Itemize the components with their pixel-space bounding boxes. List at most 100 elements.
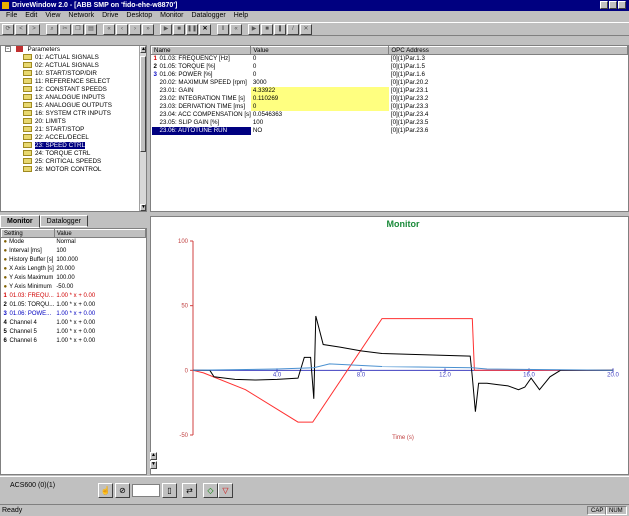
find-icon[interactable]: ⌕ (46, 23, 58, 35)
tree-item[interactable]: 01: ACTUAL SIGNALS (1, 54, 146, 62)
setting-value[interactable]: 100 (56, 248, 67, 254)
setting-value[interactable]: 20.000 (56, 266, 75, 272)
reset-icon[interactable]: ⊘ (115, 483, 130, 498)
delete-icon[interactable]: ✕ (199, 23, 211, 35)
rewind-icon[interactable]: « (103, 23, 115, 35)
minimize-button[interactable] (600, 1, 608, 9)
tree-item[interactable]: 12: CONSTANT SPEEDS (1, 86, 146, 94)
back-icon[interactable]: < (15, 23, 27, 35)
tree-item[interactable]: 11: REFERENCE SELECT (1, 78, 146, 86)
monitor-row[interactable]: ● Mode Normal (2, 238, 146, 247)
menu-datalogger[interactable]: Datalogger (191, 12, 226, 19)
pause2-icon[interactable]: ❚ (274, 23, 286, 35)
param-row[interactable]: 20.02: MAXIMUM SPEED [rpm] 3000 [0](1)Par.… (152, 79, 628, 87)
menu-drive[interactable]: Drive (102, 12, 119, 19)
setting-value[interactable]: -50.00 (56, 284, 74, 290)
tree-item[interactable]: 20: LIMITS (1, 118, 146, 126)
monitor-row[interactable]: 5 Channel 5 1.00 * x + 0.00 (2, 328, 146, 337)
start-icon[interactable]: ▶ (160, 23, 172, 35)
monitor-row[interactable]: 2 01.05: TORQU... 1.00 * x + 0.00 (2, 301, 146, 310)
collapse-icon[interactable]: − (5, 46, 11, 53)
param-value[interactable]: NO (252, 127, 263, 134)
setting-value[interactable]: 1.00 * x + 0.00 (56, 293, 96, 299)
param-row[interactable]: 2 01.05: TORQUE [%] 0 [0](1)Par.1.5 (152, 63, 628, 71)
cut-icon[interactable]: ✂ (59, 23, 71, 35)
setting-value[interactable]: 1.00 * x + 0.00 (56, 311, 96, 317)
toggle-icon[interactable]: ‖ (217, 23, 229, 35)
edit-icon[interactable]: / (287, 23, 299, 35)
pause-icon[interactable]: ❚❚ (186, 23, 198, 35)
tree-item[interactable]: 15: ANALOGUE OUTPUTS (1, 102, 146, 110)
tree-item[interactable]: 24: TORQUE CTRL (1, 150, 146, 158)
clear-icon[interactable]: ✕ (300, 23, 312, 35)
param-row[interactable]: 23.01: GAIN 4.33922 [0](1)Par.23.1 (152, 86, 628, 95)
tree-item[interactable]: 13: ANALOGUE INPUTS (1, 94, 146, 102)
menu-edit[interactable]: Edit (25, 12, 38, 19)
chart-scroll-down-icon[interactable]: ▼ (150, 461, 157, 469)
setting-value[interactable]: 1.00 * x + 0.00 (56, 302, 96, 308)
maximize-button[interactable] (609, 1, 617, 9)
scroll-down-icon[interactable]: ▼ (140, 204, 146, 211)
param-value[interactable]: 0.0546363 (252, 111, 283, 118)
col-opc[interactable]: OPC Address (388, 46, 628, 55)
setting-value[interactable]: 1.00 * x + 0.00 (56, 338, 96, 344)
setting-value[interactable]: 100.00 (56, 275, 75, 281)
param-row[interactable]: 23.02: INTEGRATION TIME [s] 0.110269 [0](1… (152, 94, 628, 103)
param-value[interactable]: 3000 (252, 79, 267, 86)
tree-item[interactable]: 21: START/STOP (1, 126, 146, 134)
param-row[interactable]: 1 01.03: FREQUENCY [Hz] 0 [0](1)Par.1.3 (152, 55, 628, 63)
ff-icon[interactable]: » (142, 23, 154, 35)
setting-value[interactable]: Normal (56, 239, 76, 246)
param-value[interactable]: 0 (250, 102, 389, 111)
col-name[interactable]: Name (151, 46, 252, 55)
scroll-up-icon[interactable]: ▲ (140, 46, 146, 53)
param-value[interactable]: 0 (252, 63, 257, 70)
setting-value[interactable]: 100.000 (56, 257, 79, 263)
param-value[interactable]: 100 (252, 119, 264, 126)
tab-datalogger[interactable]: Datalogger (39, 215, 88, 227)
forward-direction-icon[interactable]: ⇄ (182, 483, 197, 498)
monitor-chart[interactable]: Monitor 100 50 0 -50 4.0 8.0 12.0 16.0 20.0 Time (… (150, 216, 629, 475)
next-icon[interactable]: › (129, 23, 141, 35)
forward-icon[interactable]: > (28, 23, 40, 35)
monitor-row[interactable]: ● Y Axis Minimum -50.00 (2, 283, 146, 292)
param-value[interactable]: 0 (252, 71, 257, 78)
set-reference-icon[interactable]: ▯ (162, 483, 177, 498)
rewind2-icon[interactable]: « (230, 23, 242, 35)
monitor-row[interactable]: ● Interval [ms] 100 (2, 247, 146, 256)
menu-desktop[interactable]: Desktop (126, 12, 153, 19)
monitor-row[interactable]: ● Y Axis Maximum 100.00 (2, 274, 146, 283)
play2-icon[interactable]: ▶ (248, 23, 260, 35)
tree-item[interactable]: 26: MOTOR CONTROL (1, 166, 146, 174)
monitor-row[interactable]: 6 Channel 6 1.00 * x + 0.00 (2, 337, 146, 346)
col-setting-value[interactable]: Value (53, 229, 146, 238)
param-row[interactable]: 23.06: AUTOTUNE RUN NO [0](1)Par.23.6 (151, 126, 628, 135)
prev-icon[interactable]: ‹ (116, 23, 128, 35)
tree-item[interactable]: 25: CRITICAL SPEEDS (1, 158, 146, 166)
col-value[interactable]: Value (250, 46, 390, 55)
menu-file[interactable]: File (6, 12, 18, 19)
param-value[interactable]: 0 (252, 55, 257, 63)
close-button[interactable] (618, 1, 626, 9)
menu-network[interactable]: Network (68, 12, 95, 19)
print-icon[interactable]: ▤ (85, 23, 97, 35)
setting-value[interactable]: 1.00 * x + 0.00 (56, 320, 96, 326)
param-value[interactable]: 0.110269 (250, 94, 389, 103)
stop-icon[interactable]: ■ (173, 23, 185, 35)
tree-item[interactable]: 22: ACCEL/DECEL (1, 134, 146, 142)
param-row[interactable]: 23.03: DERIVATION TIME [ms] 0 [0](1)Par.23… (152, 102, 628, 111)
scroll-thumb[interactable] (140, 56, 146, 152)
tree-item[interactable]: 16: SYSTEM CTR INPUTS (1, 110, 146, 118)
tree-item[interactable]: 10: START/STOP/DIR (1, 70, 146, 78)
stop-drive-icon[interactable]: ▽ (218, 483, 233, 498)
monitor-row[interactable]: 3 01.06: POWE... 1.00 * x + 0.00 (2, 310, 146, 319)
param-row[interactable]: 3 01.06: POWER [%] 0 [0](1)Par.1.6 (152, 71, 628, 79)
tree-item[interactable]: 02: ACTUAL SIGNALS (1, 62, 146, 70)
tree-root[interactable]: − Parameters (5, 46, 61, 53)
monitor-row[interactable]: 1 01.03: FREQU... 1.00 * x + 0.00 (2, 292, 146, 301)
copy-icon[interactable]: ❐ (72, 23, 84, 35)
local-control-icon[interactable]: ☝ (98, 483, 113, 498)
reference-field[interactable] (132, 484, 160, 497)
col-setting[interactable]: Setting (1, 229, 55, 238)
setting-value[interactable]: 1.00 * x + 0.00 (56, 329, 96, 335)
